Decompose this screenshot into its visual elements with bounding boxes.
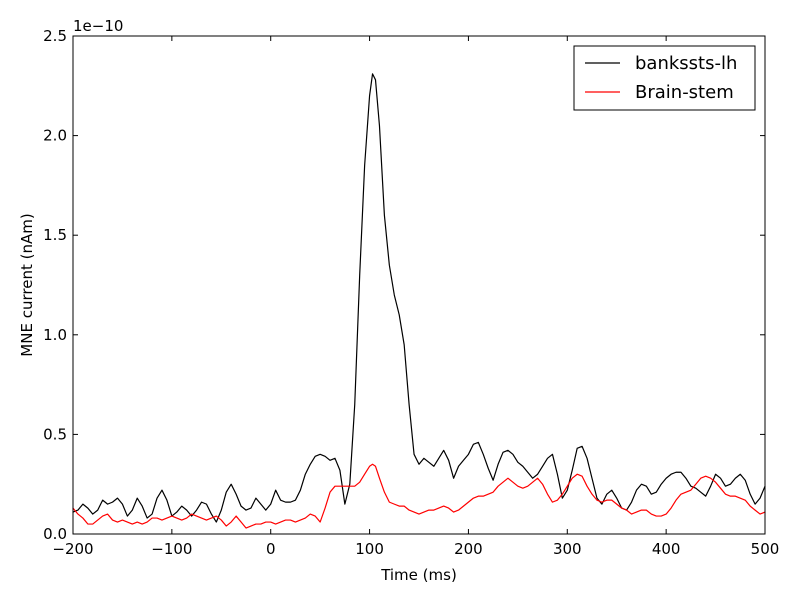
- plot-layer: [72, 73, 766, 529]
- y-tick-label: 1.5: [43, 226, 67, 244]
- legend-label-brain-stem: Brain-stem: [635, 82, 734, 103]
- x-tick-label: 400: [652, 540, 681, 558]
- y-axis-label: MNE current (nAm): [18, 213, 36, 356]
- legend-label-bankssts-lh: bankssts-lh: [635, 53, 737, 74]
- x-tick-label: 500: [751, 540, 780, 558]
- x-axis-label: Time (ms): [380, 566, 457, 584]
- tick-layer: −200 −100 0 100 200 300 400 500 0.0 0.5 1.0 1.5 2.0 2…: [43, 27, 779, 558]
- x-tick-label: 300: [553, 540, 582, 558]
- legend: bankssts-lh Brain-stem: [573, 45, 756, 111]
- y-tick-label: 0.5: [43, 425, 67, 443]
- x-tick-label: 100: [355, 540, 384, 558]
- plot-frame: [72, 35, 766, 535]
- series-line-bankssts-lh: [72, 73, 766, 523]
- y-tick-label: 2.0: [43, 127, 67, 145]
- x-tick-label: 200: [454, 540, 483, 558]
- x-tick-label: 0: [266, 540, 276, 558]
- x-tick-label: −200: [52, 540, 93, 558]
- y-tick-label: 2.5: [43, 27, 67, 45]
- y-tick-label: 0.0: [43, 525, 67, 543]
- legend-box: [573, 45, 756, 111]
- series-line-brain-stem: [72, 463, 766, 529]
- x-tick-label: −100: [151, 540, 192, 558]
- y-tick-label: 1.0: [43, 326, 67, 344]
- y-offset-label: 1e−10: [73, 17, 123, 35]
